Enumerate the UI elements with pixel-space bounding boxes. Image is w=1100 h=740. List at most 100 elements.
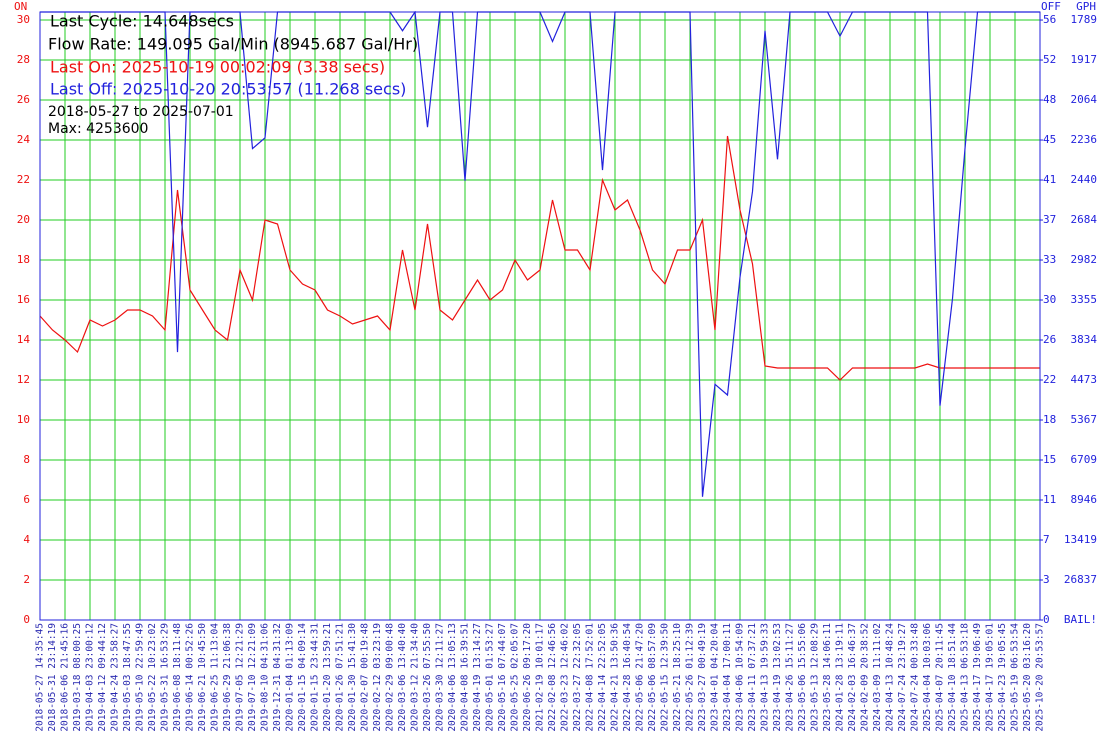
y-tick-label: 8 [23, 453, 30, 466]
x-tick-label: 2020-05-25 02:05:07 [510, 623, 521, 732]
series-line [40, 135, 1040, 381]
x-tick-label: 2019-07-10 12:21:09 [247, 623, 258, 732]
y3-axis-label: GPH [1076, 0, 1096, 13]
y3-tick-label: 5367 [1071, 413, 1098, 426]
x-tick-label: 2020-01-30 15:41:30 [347, 623, 358, 732]
y-tick-label: 20 [17, 213, 30, 226]
x-tick-label: 2019-03-18 08:00:25 [72, 623, 83, 732]
x-tick-label: 2025-05-19 06:53:54 [1010, 623, 1021, 732]
x-tick-label: 2024-07-24 23:19:27 [897, 623, 908, 732]
y2-tick-label: 3 [1043, 573, 1050, 586]
x-tick-label: 2025-04-17 19:05:01 [985, 623, 996, 732]
y-tick-label: 4 [23, 533, 30, 546]
y2-tick-label: 26 [1043, 333, 1056, 346]
x-tick-label: 2023-03-27 00:49:19 [697, 623, 708, 732]
x-tick-label: 2019-12-31 04:31:32 [272, 623, 283, 732]
x-tick-label: 2023-04-13 19:59:33 [760, 623, 771, 732]
annotation: Last Off: 2025-10-20 20:53:57 (11.268 se… [50, 80, 406, 99]
x-tick-label: 2023-05-28 14:06:11 [822, 623, 833, 732]
x-tick-label: 2022-05-21 18:25:10 [672, 623, 683, 732]
x-tick-label: 2019-04-12 09:44:12 [97, 623, 108, 732]
y3-tick-label: 2982 [1071, 253, 1098, 266]
x-tick-label: 2020-03-26 07:55:50 [422, 623, 433, 732]
y2-tick-label: 0 [1043, 613, 1050, 626]
x-tick-label: 2020-04-08 16:39:51 [460, 623, 471, 732]
x-tick-label: 2022-05-06 08:57:09 [647, 623, 658, 732]
x-tick-label: 2022-03-27 22:32:05 [572, 623, 583, 732]
y2-tick-label: 41 [1043, 173, 1056, 186]
x-tick-label: 2020-01-15 23:44:31 [310, 623, 321, 732]
x-tick-label: 2024-03-09 11:11:02 [872, 623, 883, 732]
x-tick-label: 2019-06-21 10:45:50 [197, 623, 208, 732]
x-tick-label: 2020-02-07 00:19:48 [360, 623, 371, 732]
x-tick-label: 2025-04-10 18:51:44 [947, 623, 958, 732]
y3-tick-label: 2684 [1071, 213, 1098, 226]
x-tick-label: 2022-04-08 17:52:01 [585, 623, 596, 732]
y3-tick-label: 3355 [1071, 293, 1098, 306]
x-tick-label: 2019-06-29 21:06:38 [222, 623, 233, 732]
grid [40, 12, 1040, 621]
x-tick-label: 2020-01-26 07:51:21 [335, 623, 346, 732]
y-tick-label: 0 [23, 613, 30, 626]
y3-tick-label: 2440 [1071, 173, 1098, 186]
x-tick-label: 2019-06-14 00:52:26 [185, 623, 196, 732]
y2-tick-label: 45 [1043, 133, 1056, 146]
y-tick-label: 22 [17, 173, 30, 186]
x-tick-label: 2024-01-28 13:19:11 [835, 623, 846, 732]
x-tick-label: 2020-02-12 03:23:19 [372, 623, 383, 732]
x-tick-label: 2022-04-28 16:40:54 [622, 623, 633, 732]
x-tick-label: 2024-07-24 00:33:48 [910, 623, 921, 732]
y2-tick-label: 15 [1043, 453, 1056, 466]
y3-tick-label: 13419 [1064, 533, 1097, 546]
x-tick-label: 2020-06-26 09:17:20 [522, 623, 533, 732]
x-tick-label: 2020-04-06 13:05:13 [447, 623, 458, 732]
y3-tick-label: 6709 [1071, 453, 1098, 466]
plot-frame [39, 11, 1041, 621]
x-tick-label: 2021-02-19 10:01:17 [535, 623, 546, 732]
x-tick-label: 2020-01-15 04:09:14 [297, 623, 308, 732]
y-tick-label: 30 [17, 13, 30, 26]
x-tick-label: 2025-04-04 10:03:06 [922, 623, 933, 732]
x-tick-label: 2019-06-08 18:11:48 [172, 623, 183, 732]
x-tick-label: 2023-04-06 10:54:09 [735, 623, 746, 732]
y2-axis-label: OFF [1041, 0, 1061, 13]
y3-tick-label: 1789 [1071, 13, 1098, 26]
x-tick-label: 2024-02-09 20:38:52 [860, 623, 871, 732]
x-tick-label: 2018-06-06 21:45:16 [60, 623, 71, 732]
x-tick-label: 2019-07-05 12:21:29 [235, 623, 246, 732]
annotation: Last Cycle: 14.648secs [50, 12, 234, 31]
x-tick-label: 2024-02-03 16:46:37 [847, 623, 858, 732]
x-tick-label: 2022-05-15 12:39:50 [660, 623, 671, 732]
info-panel: Last Cycle: 14.648secs Flow Rate: 149.095… [48, 12, 418, 99]
x-tick-label: 2022-02-08 12:46:56 [547, 623, 558, 732]
annotation: Last On: 2025-10-19 00:02:09 (3.38 secs) [50, 58, 385, 77]
y-tick-label: 6 [23, 493, 30, 506]
x-tick-label: 2023-04-01 04:20:04 [710, 623, 721, 732]
y2-tick-label: 48 [1043, 93, 1056, 106]
x-tick-label: 2022-03-23 12:46:02 [560, 623, 571, 732]
x-tick-label: 2019-05-10 22:59:49 [135, 623, 146, 732]
x-tick-label: 2023-05-06 15:55:06 [797, 623, 808, 732]
y3-tick-label: 2064 [1071, 93, 1098, 106]
x-tick-label: 2018-05-27 14:35:45 [35, 623, 46, 732]
annotation: Flow Rate: 149.095 Gal/Min (8945.687 Gal… [48, 35, 418, 54]
x-tick-label: 2023-04-26 15:11:27 [785, 623, 796, 732]
x-tick-label: 2020-03-06 13:40:40 [397, 623, 408, 732]
y3-tick-label: BAIL! [1064, 613, 1097, 626]
x-tick-label: 2025-04-07 20:11:45 [935, 623, 946, 732]
x-tick-label: 2022-04-14 22:52:05 [597, 623, 608, 732]
y2-tick-label: 56 [1043, 13, 1056, 26]
y2-tick-label: 33 [1043, 253, 1056, 266]
y2-tick-label: 7 [1043, 533, 1050, 546]
y-tick-label: 2 [23, 573, 30, 586]
x-tick-label: 2023-04-04 17:00:11 [722, 623, 733, 732]
max-label: Max: 4253600 [48, 121, 148, 137]
x-tick-label: 2020-01-20 13:59:21 [322, 623, 333, 732]
x-tick-label: 2022-04-21 13:50:36 [610, 623, 621, 732]
y-tick-label: 24 [17, 133, 31, 146]
y2-tick-label: 11 [1043, 493, 1056, 506]
x-tick-label: 2020-02-29 09:00:48 [385, 623, 396, 732]
y3-tick-label: 4473 [1071, 373, 1098, 386]
x-tick-label: 2019-05-03 18:47:55 [122, 623, 133, 732]
